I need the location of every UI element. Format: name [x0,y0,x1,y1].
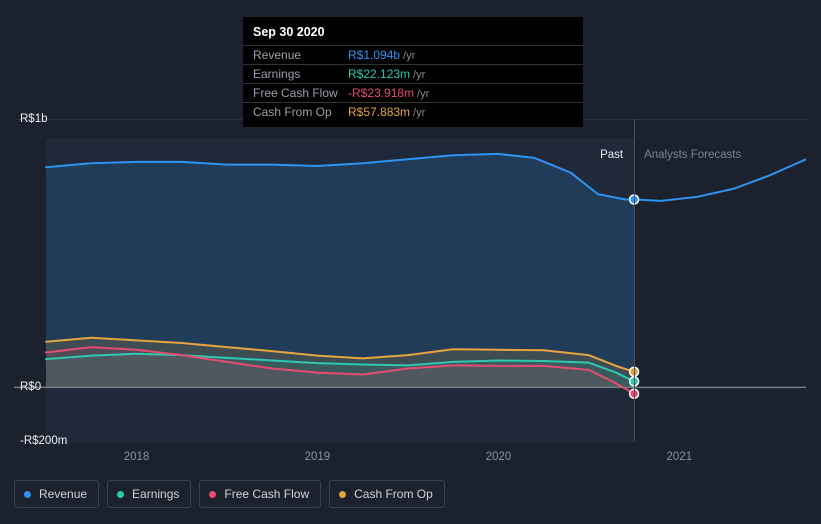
label-forecast: Analysts Forecasts [644,149,741,161]
tooltip-unit: /yr [413,69,425,81]
y-axis-tick: R$0 [20,381,41,393]
y-axis-tick: R$1b [20,113,48,125]
tooltip-row: RevenueR$1.094b/yr [243,45,583,64]
x-axis-tick: 2020 [486,451,512,463]
legend-label: Earnings [132,487,179,501]
y-axis-tick: -R$200m [20,435,67,447]
legend-dot-icon [24,491,31,498]
tooltip-unit: /yr [403,50,415,62]
legend-label: Free Cash Flow [224,487,309,501]
tooltip-row: EarningsR$22.123m/yr [243,64,583,83]
tooltip-unit: /yr [413,107,425,119]
chart-legend: Revenue Earnings Free Cash Flow Cash From O… [14,480,445,508]
tooltip-unit: /yr [417,88,429,100]
tooltip-row: Cash From OpR$57.883m/yr [243,102,583,121]
tooltip-value: R$1.094b [348,48,400,62]
tooltip-label: Revenue [253,48,348,62]
label-past: Past [600,149,623,161]
legend-dot-icon [339,491,346,498]
legend-item[interactable]: Revenue [14,480,99,508]
tooltip-label: Free Cash Flow [253,86,348,100]
x-axis-tick: 2019 [305,451,331,463]
x-axis-tick: 2018 [124,451,150,463]
financial-chart[interactable]: R$1bR$0-R$200m 2018201920202021 [14,119,806,459]
legend-dot-icon [209,491,216,498]
tooltip-label: Earnings [253,67,348,81]
legend-item[interactable]: Free Cash Flow [199,480,321,508]
legend-dot-icon [117,491,124,498]
tooltip-label: Cash From Op [253,105,348,119]
legend-item[interactable]: Earnings [107,480,191,508]
legend-label: Cash From Op [354,487,433,501]
tooltip-row: Free Cash Flow-R$23.918m/yr [243,83,583,102]
tooltip-value: R$22.123m [348,67,410,81]
legend-label: Revenue [39,487,87,501]
legend-item[interactable]: Cash From Op [329,480,445,508]
chart-tooltip: Sep 30 2020 RevenueR$1.094b/yrEarningsR$… [243,17,583,127]
crosshair-line [634,119,635,441]
x-axis-tick: 2021 [667,451,693,463]
tooltip-value: -R$23.918m [348,86,414,100]
tooltip-value: R$57.883m [348,105,410,119]
tooltip-date: Sep 30 2020 [243,21,583,45]
